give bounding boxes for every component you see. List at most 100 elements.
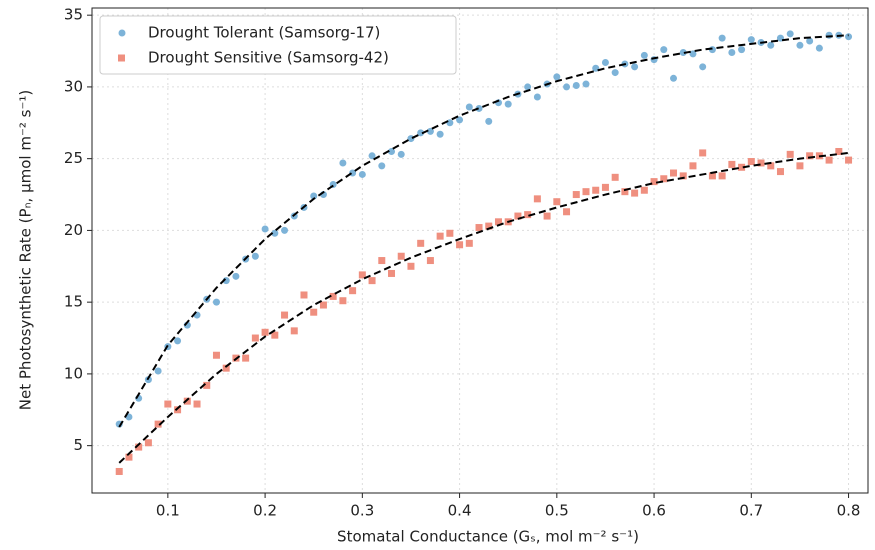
point [572, 81, 580, 89]
point [436, 130, 444, 138]
point [553, 198, 561, 206]
point [475, 104, 483, 112]
y-tick-label: 25 [64, 149, 83, 167]
point [533, 93, 541, 101]
point [738, 163, 746, 171]
point [154, 367, 162, 375]
point [806, 152, 814, 160]
point [631, 63, 639, 71]
x-tick-label: 0.7 [739, 502, 763, 520]
point [757, 159, 765, 167]
y-tick-label: 5 [73, 436, 83, 454]
point [193, 400, 201, 408]
point [271, 229, 279, 237]
point [563, 83, 571, 91]
point [660, 46, 668, 54]
point [504, 100, 512, 108]
point [271, 331, 279, 339]
point [319, 301, 327, 309]
point [426, 257, 434, 265]
point [689, 50, 697, 58]
point [144, 439, 152, 447]
point [524, 211, 532, 219]
fit-line [118, 34, 849, 428]
point [368, 277, 376, 285]
point [514, 212, 522, 220]
point [776, 168, 784, 176]
point [592, 186, 600, 194]
point [689, 162, 697, 170]
point [407, 262, 415, 270]
point [417, 129, 425, 137]
point [368, 152, 376, 160]
legend-label: Drought Sensitive (Samsorg-42) [148, 49, 389, 67]
point [835, 147, 843, 155]
point [300, 291, 308, 299]
point [426, 127, 434, 135]
legend-marker [118, 54, 125, 62]
point [456, 116, 464, 124]
point [349, 287, 357, 295]
x-tick-label: 0.5 [545, 502, 569, 520]
point [796, 41, 804, 49]
point [281, 226, 289, 234]
point [524, 83, 532, 91]
point [670, 74, 678, 82]
point [212, 298, 220, 306]
fit-line [118, 151, 849, 464]
point [378, 257, 386, 265]
point [582, 80, 590, 88]
point [436, 232, 444, 240]
point [358, 271, 366, 279]
point [417, 239, 425, 247]
legend-label: Drought Tolerant (Samsorg-17) [148, 24, 380, 42]
point [281, 311, 289, 319]
point [738, 46, 746, 54]
point [465, 103, 473, 111]
point [115, 467, 123, 475]
point [261, 328, 269, 336]
point [397, 252, 405, 260]
point [611, 173, 619, 181]
point [251, 334, 259, 342]
x-tick-label: 0.6 [642, 502, 666, 520]
point [183, 397, 191, 405]
point [290, 327, 298, 335]
point [154, 420, 162, 428]
point [494, 218, 502, 226]
point [222, 364, 230, 372]
point [660, 175, 668, 183]
point [397, 150, 405, 158]
y-axis-label: Net Photosynthetic Rate (Pₙ, μmol m⁻² s⁻… [17, 90, 35, 411]
point [339, 159, 347, 167]
point [388, 147, 396, 155]
point [456, 241, 464, 249]
point [465, 239, 473, 247]
point [670, 169, 678, 177]
point [553, 73, 561, 81]
x-tick-label: 0.2 [253, 502, 277, 520]
x-tick-label: 0.4 [448, 502, 472, 520]
point [329, 292, 337, 300]
point [845, 156, 853, 164]
legend-box [99, 15, 457, 75]
x-axis-label: Stomatal Conductance (Gₛ, mol m⁻² s⁻¹) [337, 528, 639, 546]
point [631, 189, 639, 197]
point [232, 272, 240, 280]
point [699, 63, 707, 71]
point [446, 229, 454, 237]
y-tick-label: 35 [64, 6, 83, 24]
point [601, 59, 609, 67]
point [310, 192, 318, 200]
point [135, 443, 143, 451]
point [825, 156, 833, 164]
point [767, 41, 775, 49]
point [679, 48, 687, 56]
point [251, 252, 259, 260]
point [485, 117, 493, 125]
point [261, 225, 269, 233]
point [825, 31, 833, 39]
y-tick-label: 30 [64, 77, 83, 95]
point [572, 191, 580, 199]
